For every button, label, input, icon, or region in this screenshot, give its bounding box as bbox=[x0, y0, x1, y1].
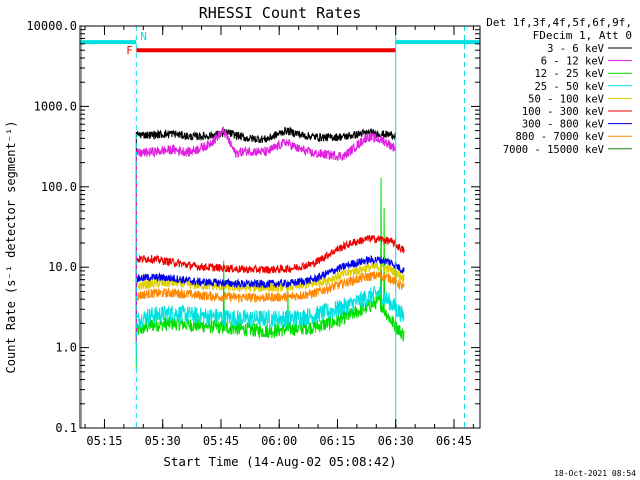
time-markers bbox=[81, 26, 465, 428]
legend-label-4: 50 - 100 keV bbox=[528, 93, 605, 105]
legend-label-5: 100 - 300 keV bbox=[522, 106, 605, 118]
series-line-5 bbox=[135, 234, 405, 297]
legend-label-3: 25 - 50 keV bbox=[534, 81, 604, 93]
y-tick-label: 100.0 bbox=[41, 180, 77, 194]
plot-frame bbox=[79, 25, 481, 429]
y-axis-label: Count Rate (s⁻¹ detector segment⁻¹) bbox=[4, 121, 18, 374]
y-tick-label: 0.1 bbox=[55, 421, 77, 435]
series-line-3 bbox=[135, 285, 405, 357]
series-line-1 bbox=[135, 126, 397, 345]
x-axis-label: Start Time (14-Aug-02 05:08:42) bbox=[163, 454, 396, 469]
series-line-7 bbox=[135, 271, 405, 333]
x-tick-label: 05:15 bbox=[86, 434, 122, 448]
legend-header-1: Det 1f,3f,4f,5f,6f,9f, bbox=[486, 16, 632, 29]
legend-label-8: 7000 - 15000 keV bbox=[503, 144, 605, 156]
state-label-F: F bbox=[126, 44, 133, 57]
x-tick-label: 05:45 bbox=[203, 434, 239, 448]
y-tick-label: 10000.0 bbox=[26, 19, 77, 33]
legend-label-0: 3 - 6 keV bbox=[547, 43, 605, 55]
x-tick-label: 05:30 bbox=[145, 434, 181, 448]
legend: Det 1f,3f,4f,5f,6f,9f, FDecim 1, Att 0 3… bbox=[486, 16, 632, 156]
chart-title: RHESSI Count Rates bbox=[199, 4, 362, 22]
series-line-2 bbox=[135, 177, 405, 368]
series-line-0 bbox=[135, 126, 397, 339]
state-label-N: N bbox=[140, 30, 147, 43]
y-tick-label: 10.0 bbox=[48, 260, 77, 274]
legend-label-1: 6 - 12 keV bbox=[541, 56, 605, 68]
y-tick-label: 1.0 bbox=[55, 341, 77, 355]
legend-header-2: FDecim 1, Att 0 bbox=[533, 29, 632, 42]
legend-label-2: 12 - 25 keV bbox=[534, 68, 604, 80]
data-layer bbox=[135, 126, 405, 368]
timestamp: 18-Oct-2021 08:54 bbox=[554, 469, 636, 478]
x-tick-label: 06:15 bbox=[319, 434, 355, 448]
x-axis: 05:15 05:30 05:45 06:00 06:15 06:30 06:45 bbox=[84, 26, 474, 448]
legend-label-7: 800 - 7000 keV bbox=[515, 131, 604, 143]
legend-label-6: 300 - 800 keV bbox=[522, 119, 605, 131]
x-tick-label: 06:00 bbox=[261, 434, 297, 448]
x-tick-label: 06:45 bbox=[436, 434, 472, 448]
series-line-6 bbox=[135, 254, 405, 316]
y-axis: 0.1 1.0 10.0 100.0 1000.0 10000.0 bbox=[26, 19, 480, 435]
state-bars: NF bbox=[80, 30, 480, 57]
x-tick-label: 06:30 bbox=[378, 434, 414, 448]
y-tick-label: 1000.0 bbox=[34, 99, 77, 113]
